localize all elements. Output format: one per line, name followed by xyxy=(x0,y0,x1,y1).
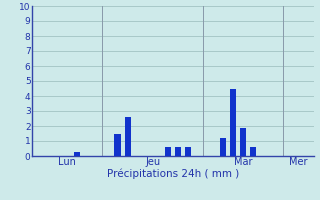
Bar xyxy=(165,147,171,156)
Bar xyxy=(124,117,131,156)
Bar xyxy=(175,147,181,156)
Bar xyxy=(220,138,226,156)
Bar xyxy=(185,147,191,156)
Bar xyxy=(74,152,80,156)
X-axis label: Précipitations 24h ( mm ): Précipitations 24h ( mm ) xyxy=(107,169,239,179)
Bar xyxy=(115,134,121,156)
Bar xyxy=(250,147,256,156)
Bar xyxy=(230,88,236,156)
Bar xyxy=(240,128,246,156)
